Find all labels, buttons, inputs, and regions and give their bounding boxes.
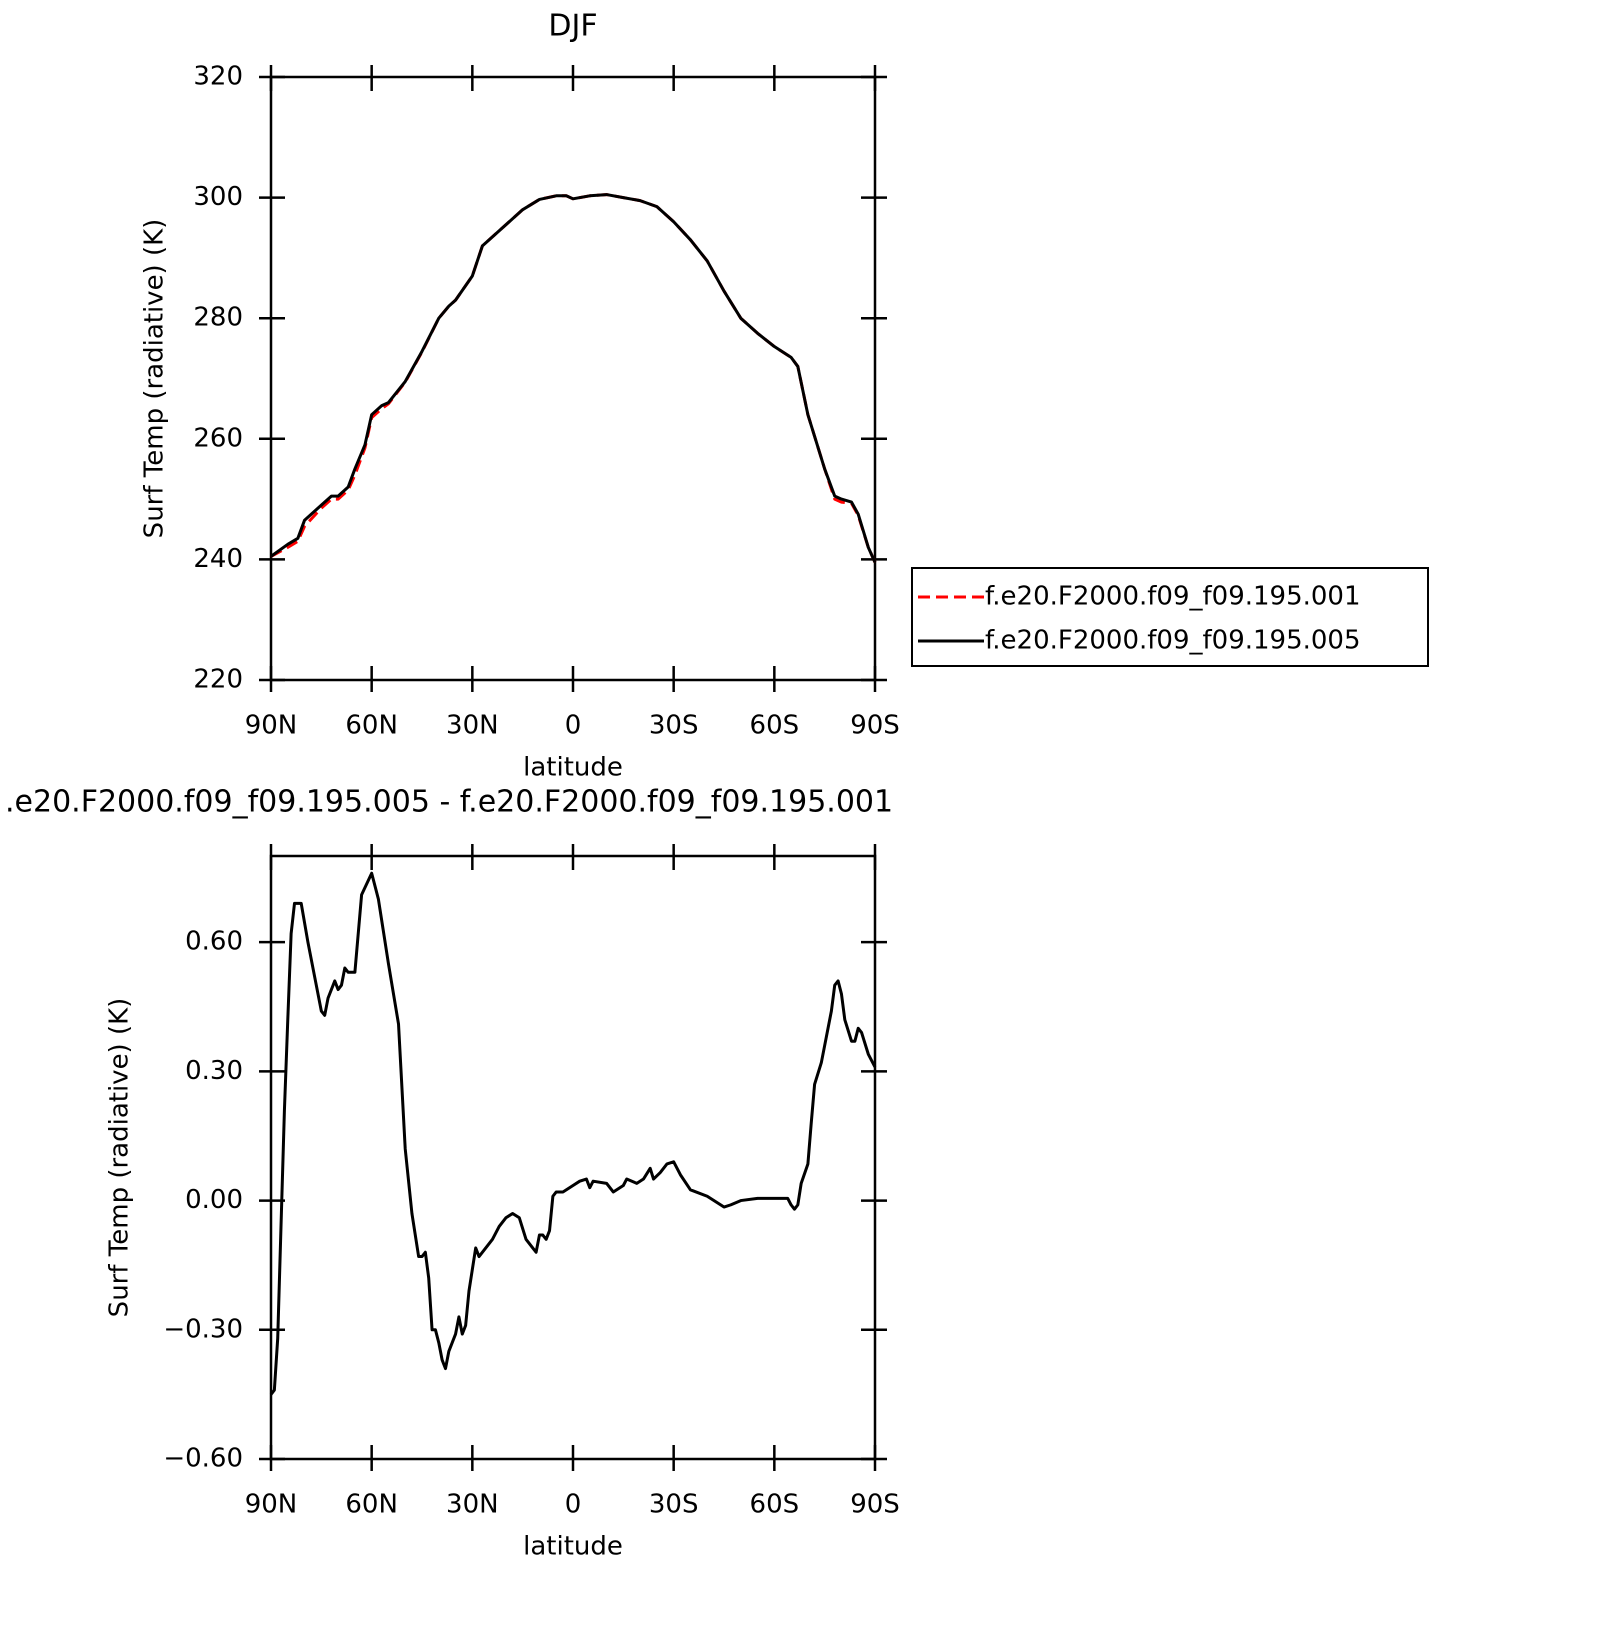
y-tick-label: 280 — [193, 303, 243, 333]
x-axis-label: latitude — [523, 1532, 623, 1562]
x-tick-label: 60N — [345, 1490, 398, 1520]
x-tick-label: 30S — [649, 1490, 699, 1520]
x-tick-label: 60S — [750, 711, 800, 741]
legend-box — [911, 567, 1429, 667]
series-line — [269, 871, 877, 1396]
series-line — [270, 193, 877, 564]
x-tick-label: 90S — [850, 1490, 900, 1520]
y-tick-label: 240 — [193, 544, 243, 574]
y-tick-label: −0.60 — [163, 1444, 243, 1474]
legend-label: f.e20.F2000.f09_f09.195.005 — [985, 626, 1361, 656]
y-tick-label: 220 — [193, 665, 243, 695]
x-axis-label: latitude — [523, 753, 623, 783]
x-tick-label: 30S — [649, 711, 699, 741]
x-tick-label: 60S — [750, 1490, 800, 1520]
x-tick-label: 0 — [565, 1490, 582, 1520]
y-tick-label: 0.60 — [185, 927, 243, 957]
x-tick-label: 0 — [565, 711, 582, 741]
y-tick-label: 0.00 — [185, 1185, 243, 1215]
y-tick-label: −0.30 — [163, 1314, 243, 1344]
y-tick-label: 0.30 — [185, 1056, 243, 1086]
y-tick-label: 260 — [193, 423, 243, 453]
y-tick-label: 300 — [193, 182, 243, 212]
x-tick-label: 60N — [345, 711, 398, 741]
y-axis-label: Surf Temp (radiative) (K) — [105, 998, 135, 1318]
chart-title: DJF — [548, 9, 597, 44]
plot-frame — [269, 75, 877, 682]
series-line — [270, 193, 877, 564]
x-tick-label: 90S — [850, 711, 900, 741]
legend-label: f.e20.F2000.f09_f09.195.001 — [985, 582, 1361, 612]
y-axis-label: Surf Temp (radiative) (K) — [140, 219, 170, 539]
x-tick-label: 90N — [245, 1490, 298, 1520]
plot-frame — [269, 854, 877, 1461]
y-tick-label: 320 — [193, 62, 243, 92]
x-tick-label: 30N — [446, 1490, 499, 1520]
x-tick-label: 30N — [446, 711, 499, 741]
x-tick-label: 90N — [245, 711, 298, 741]
chart-title: .e20.F2000.f09_f09.195.005 - f.e20.F2000… — [5, 785, 893, 820]
